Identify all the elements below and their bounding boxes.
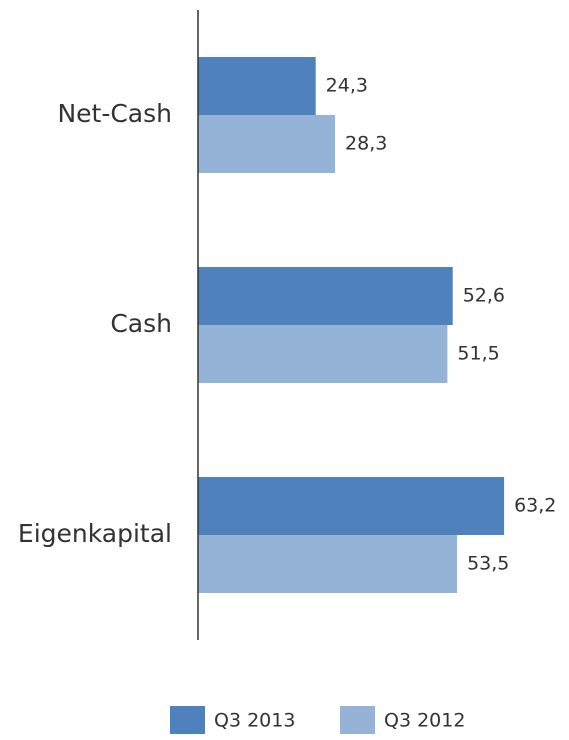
category-label: Cash [110,309,172,338]
bar [198,477,505,535]
category-label: Net-Cash [57,99,172,128]
legend-label: Q3 2012 [384,710,465,732]
category-label: Eigenkapital [18,519,172,548]
bar [198,267,453,325]
value-label: 28,3 [345,133,387,155]
bar [198,57,316,115]
bar [198,535,458,593]
value-label: 52,6 [463,285,505,307]
legend-label: Q3 2013 [214,710,295,732]
value-label: 24,3 [326,75,368,97]
value-label: 53,5 [467,553,509,575]
legend-swatch [170,706,205,734]
legend-swatch [340,706,375,734]
value-label: 51,5 [457,343,499,365]
bar [198,115,336,173]
bar [198,325,448,383]
value-label: 63,2 [514,495,556,517]
